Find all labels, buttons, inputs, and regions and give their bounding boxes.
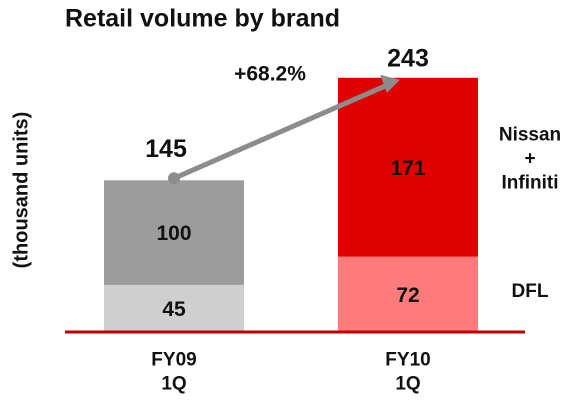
x-tick-label: FY10 1Q xyxy=(385,349,431,394)
bar-segment xyxy=(338,77,478,257)
bar-segment xyxy=(104,284,244,332)
chart-title: Retail volume by brand xyxy=(65,5,340,33)
growth-arrow xyxy=(172,82,390,181)
y-axis-label: (thousand units) xyxy=(10,112,32,269)
value-label: 72 xyxy=(396,284,419,307)
total-label: 243 xyxy=(387,44,429,72)
value-label: 100 xyxy=(156,222,191,245)
value-label: 171 xyxy=(390,157,425,180)
arrow-start xyxy=(168,172,180,185)
bar-segment xyxy=(338,256,478,332)
x-tick-label: FY09 1Q xyxy=(151,349,197,394)
legend-label: Nissan + Infiniti xyxy=(498,124,562,194)
legend-label: DFL xyxy=(511,281,549,303)
arrow-head xyxy=(380,74,400,93)
annotation: +68.2% xyxy=(234,63,306,86)
total-label: 145 xyxy=(145,135,187,163)
bar-segment xyxy=(104,180,244,285)
value-label: 45 xyxy=(162,298,186,321)
